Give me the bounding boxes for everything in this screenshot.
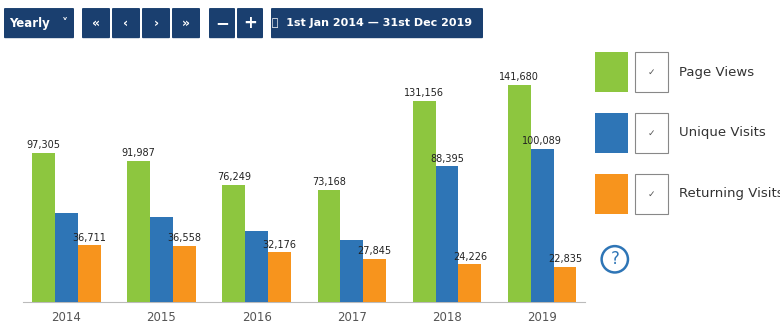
Text: 22,835: 22,835 (548, 254, 582, 264)
Text: ✓: ✓ (647, 190, 655, 198)
Bar (554, 267, 576, 302)
FancyBboxPatch shape (209, 8, 235, 38)
Text: 131,156: 131,156 (404, 88, 444, 98)
FancyBboxPatch shape (271, 8, 483, 38)
Text: 91,987: 91,987 (122, 148, 155, 158)
Text: 76,249: 76,249 (217, 172, 250, 182)
Text: 36,558: 36,558 (167, 233, 201, 243)
Bar (55, 213, 78, 302)
Bar (363, 259, 386, 302)
FancyBboxPatch shape (4, 8, 74, 38)
Bar (594, 113, 628, 152)
FancyBboxPatch shape (237, 8, 263, 38)
Bar (635, 174, 668, 214)
Bar (594, 52, 628, 91)
Text: ✓: ✓ (647, 68, 655, 76)
Text: ›: › (154, 17, 158, 29)
Text: 100,089: 100,089 (523, 136, 562, 146)
Text: 27,845: 27,845 (357, 246, 392, 256)
Bar (508, 85, 530, 302)
Bar (173, 246, 196, 302)
Text: −: − (215, 14, 229, 32)
Text: Yearly   ˅: Yearly ˅ (9, 17, 69, 29)
Text: Returning Visits: Returning Visits (679, 188, 780, 200)
Bar (459, 264, 481, 302)
Text: 36,711: 36,711 (72, 232, 106, 243)
Bar (413, 101, 435, 302)
FancyBboxPatch shape (82, 8, 110, 38)
Bar (268, 252, 291, 302)
FancyBboxPatch shape (172, 8, 200, 38)
Text: »: » (182, 17, 190, 29)
Bar (594, 174, 628, 214)
Text: 88,395: 88,395 (430, 154, 464, 163)
Text: 24,226: 24,226 (452, 252, 487, 262)
Bar (635, 52, 668, 91)
Text: 📅  1st Jan 2014 — 31st Dec 2019   ˅: 📅 1st Jan 2014 — 31st Dec 2019 ˅ (264, 18, 490, 28)
Text: «: « (92, 17, 100, 29)
Bar (317, 190, 340, 302)
Text: 73,168: 73,168 (312, 177, 346, 187)
Text: ✓: ✓ (647, 129, 655, 137)
Bar (435, 166, 459, 302)
FancyBboxPatch shape (142, 8, 170, 38)
Bar (245, 231, 268, 302)
Bar (32, 153, 55, 302)
Bar (340, 241, 363, 302)
FancyBboxPatch shape (112, 8, 140, 38)
Bar (635, 113, 668, 152)
Text: 97,305: 97,305 (27, 140, 60, 150)
Bar (530, 148, 554, 302)
Bar (127, 161, 150, 302)
Text: 32,176: 32,176 (262, 240, 296, 250)
Bar (150, 217, 173, 302)
Text: 141,680: 141,680 (499, 72, 539, 82)
Text: Unique Visits: Unique Visits (679, 127, 766, 139)
Text: ‹: ‹ (123, 17, 129, 29)
Bar (78, 246, 101, 302)
Text: ?: ? (611, 250, 619, 268)
Bar (222, 185, 245, 302)
Text: +: + (243, 14, 257, 32)
Text: Page Views: Page Views (679, 66, 754, 78)
